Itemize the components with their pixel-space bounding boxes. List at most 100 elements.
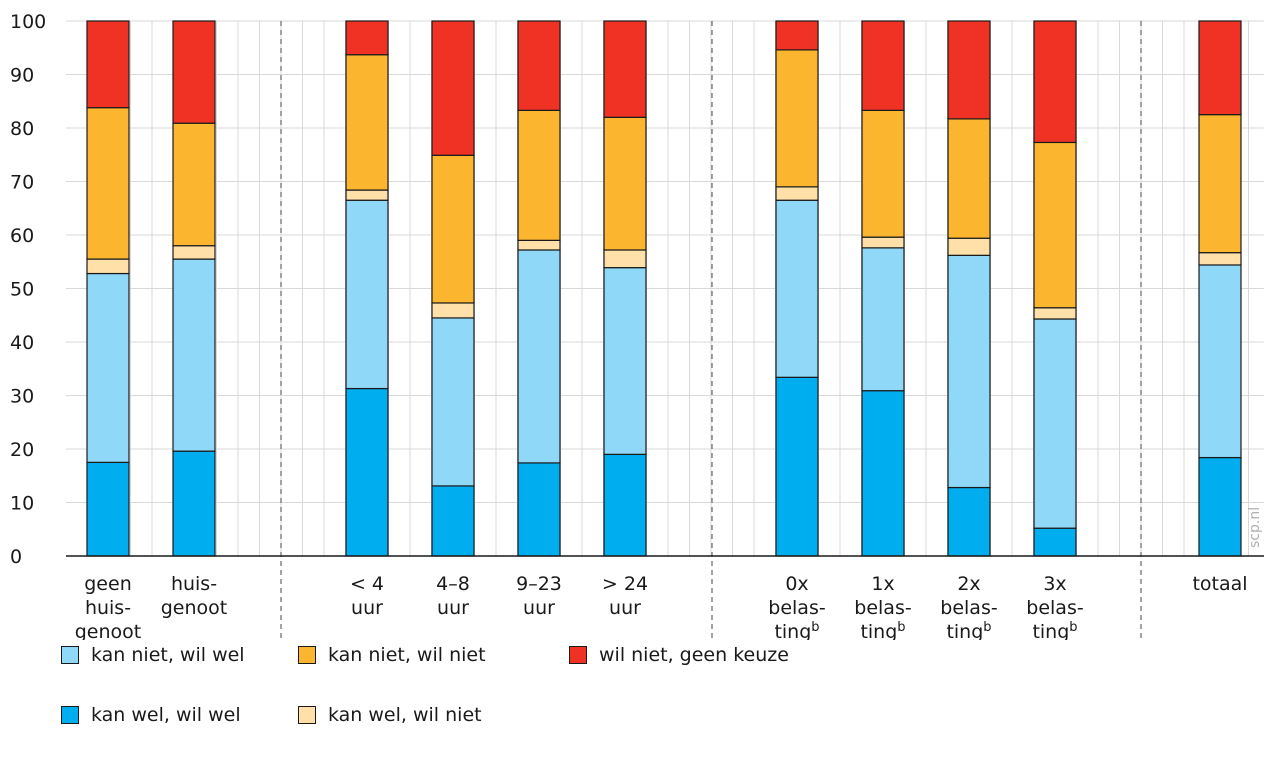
legend-label: kan wel, wil wel [91,704,241,726]
x-category-label: geen huis-genoot [75,573,142,640]
gridlines [66,20,1264,556]
bar-segment [172,258,216,452]
x-category-label: 3x belas-tingb [1026,573,1083,640]
y-tick-label: 20 [10,439,34,461]
bar-stack [1198,20,1242,557]
legend: kan niet, wil wel kan niet, wil niet wil… [61,640,1161,760]
x-label-line: 2x [957,573,980,595]
y-tick-label: 10 [10,493,34,515]
x-category-label: totaal [1192,573,1247,595]
bar-segment [775,376,819,557]
legend-item-kan-wel-wil-niet: kan wel, wil niet [298,700,482,730]
bar-segment [172,450,216,557]
y-tick-label: 90 [10,65,34,87]
x-label-superscript: b [983,620,991,635]
y-tick-label: 30 [10,386,34,408]
bar-segment [1198,456,1242,557]
bar-segment [1198,252,1242,266]
x-label-line: 1x [871,573,894,595]
bar-segment [603,267,647,455]
bar-stack [1033,20,1077,557]
bar-segment [947,20,991,120]
bar-segment [861,247,905,392]
x-label-line: geen [84,573,131,595]
legend-item-kan-niet-wil-niet: kan niet, wil niet [298,640,486,670]
x-label-line: belas- [854,597,911,619]
x-label-superscript: b [1069,620,1077,635]
x-label-line: 3x [1043,573,1066,595]
x-category-label: < 4 uur [350,573,384,619]
bar-segment [86,272,130,463]
x-label-line: uur [609,597,641,619]
x-label-line: huis- [85,597,131,619]
legend-swatch [298,646,316,664]
x-label-line: uur [351,597,383,619]
bar-segment [603,453,647,557]
bar-segment [345,189,389,201]
bar-stack [86,20,130,557]
x-category-label: 0x belas-tingb [768,573,825,640]
bar-segment [1033,141,1077,309]
bar-segment [1198,114,1242,254]
x-label-line: huis- [171,573,217,595]
bar-segment [1198,20,1242,116]
bar-segment [86,20,130,109]
bar-segment [345,387,389,557]
bar-segment [1033,307,1077,320]
bar-segment [603,20,647,118]
legend-label: kan wel, wil niet [328,704,482,726]
bar-segment [861,20,905,111]
bar-segment [775,49,819,188]
bar-segment [1033,20,1077,144]
bar-segment [431,154,475,304]
x-label-line: genoot [75,621,142,640]
bar-segment [603,249,647,269]
x-label-line: genoot [161,597,228,619]
bar-segment [775,20,819,51]
y-tick-label: 60 [10,225,34,247]
y-tick-label: 80 [10,118,34,140]
legend-item-kan-wel-wil-wel: kan wel, wil wel [61,700,241,730]
x-category-label: 2x belas-tingb [940,573,997,640]
source-credit: scp.nl [1247,507,1263,548]
x-category-label: huis-genoot [161,573,228,619]
bar-segment [431,317,475,487]
bar-segment [517,109,561,241]
bar-segment [86,107,130,260]
x-label-line: 0x [785,573,808,595]
bars [86,20,1242,557]
x-label-line: uur [437,597,469,619]
bar-stack [345,20,389,557]
x-label-line: totaal [1192,573,1247,595]
bar-segment [1198,264,1242,459]
bar-segment [517,239,561,251]
bar-segment [603,116,647,251]
x-label-line: ting [860,621,897,640]
x-label-line: belas- [1026,597,1083,619]
x-label-line: uur [523,597,555,619]
y-tick-labels: 0 10 20 30 40 50 60 70 80 90 100 [10,11,46,568]
bar-segment [517,462,561,557]
x-label-line: ting [946,621,983,640]
x-label-superscript: b [897,620,905,635]
x-category-label: > 24 uur [602,573,648,619]
bar-segment [431,485,475,557]
bar-segment [86,258,130,275]
x-category-label: 4–8 uur [436,573,470,619]
x-label-line: > 24 [602,573,648,595]
bar-segment [86,461,130,557]
bar-stack [861,20,905,557]
x-label-superscript: b [811,620,819,635]
bar-stack [172,20,216,557]
y-tick-label: 70 [10,172,34,194]
bar-segment [861,109,905,238]
x-label-line: < 4 [350,573,384,595]
bar-segment [345,20,389,56]
legend-item-wil-niet-geen-keuze: wil niet, geen keuze [569,640,789,670]
bar-segment [345,54,389,191]
y-tick-label: 0 [10,546,22,568]
x-label-line: belas- [768,597,825,619]
x-label-line: ting [1032,621,1069,640]
